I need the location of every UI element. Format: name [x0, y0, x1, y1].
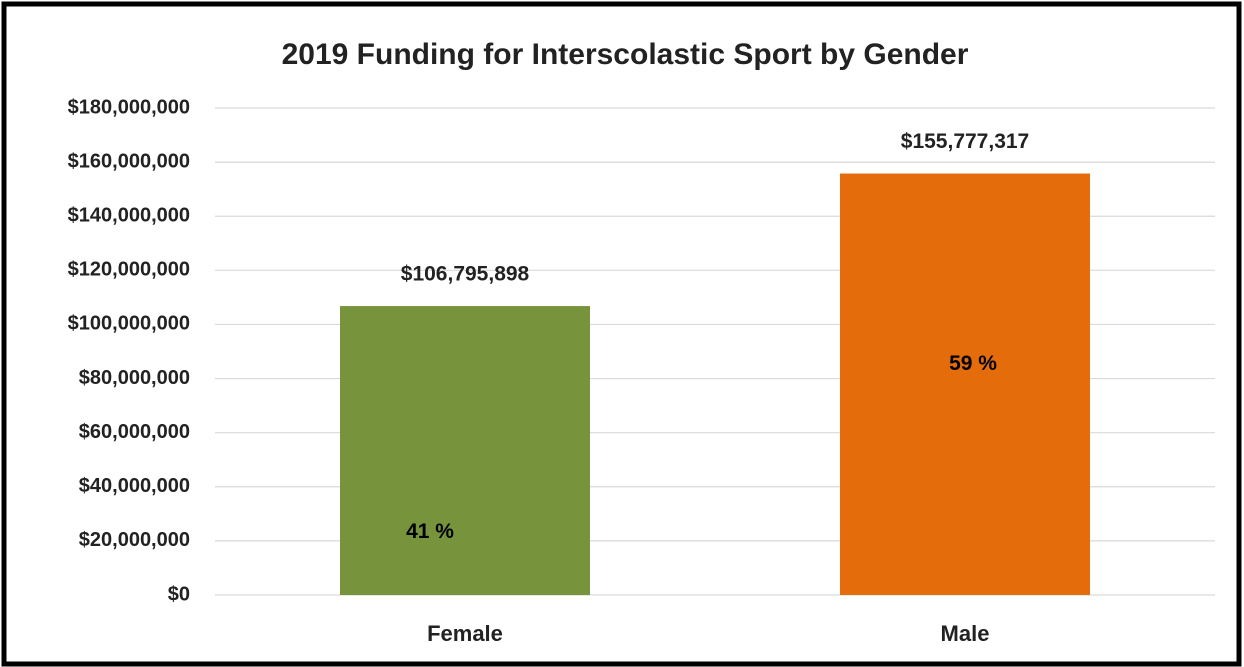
value-label: $155,777,317: [901, 130, 1029, 153]
bar: [840, 173, 1090, 595]
y-tick-label: $160,000,000: [68, 150, 190, 172]
value-label: $106,795,898: [401, 263, 530, 286]
percent-label: 41 %: [406, 520, 454, 543]
y-tick-label: $40,000,000: [79, 475, 190, 497]
y-tick-label: $80,000,000: [79, 367, 190, 389]
y-tick-label: $0: [168, 583, 190, 605]
y-tick-label: $20,000,000: [79, 529, 190, 551]
y-tick-label: $140,000,000: [68, 205, 190, 227]
y-tick-label: $100,000,000: [68, 313, 190, 335]
chart-title: 2019 Funding for Interscolastic Sport by…: [282, 38, 969, 71]
y-tick-label: $120,000,000: [68, 259, 190, 281]
percent-label: 59 %: [949, 352, 997, 375]
bar: [340, 306, 590, 595]
y-tick-label: $180,000,000: [68, 96, 190, 118]
y-tick-label: $60,000,000: [79, 421, 190, 443]
x-tick-label: Male: [941, 621, 990, 646]
x-tick-label: Female: [427, 621, 503, 646]
